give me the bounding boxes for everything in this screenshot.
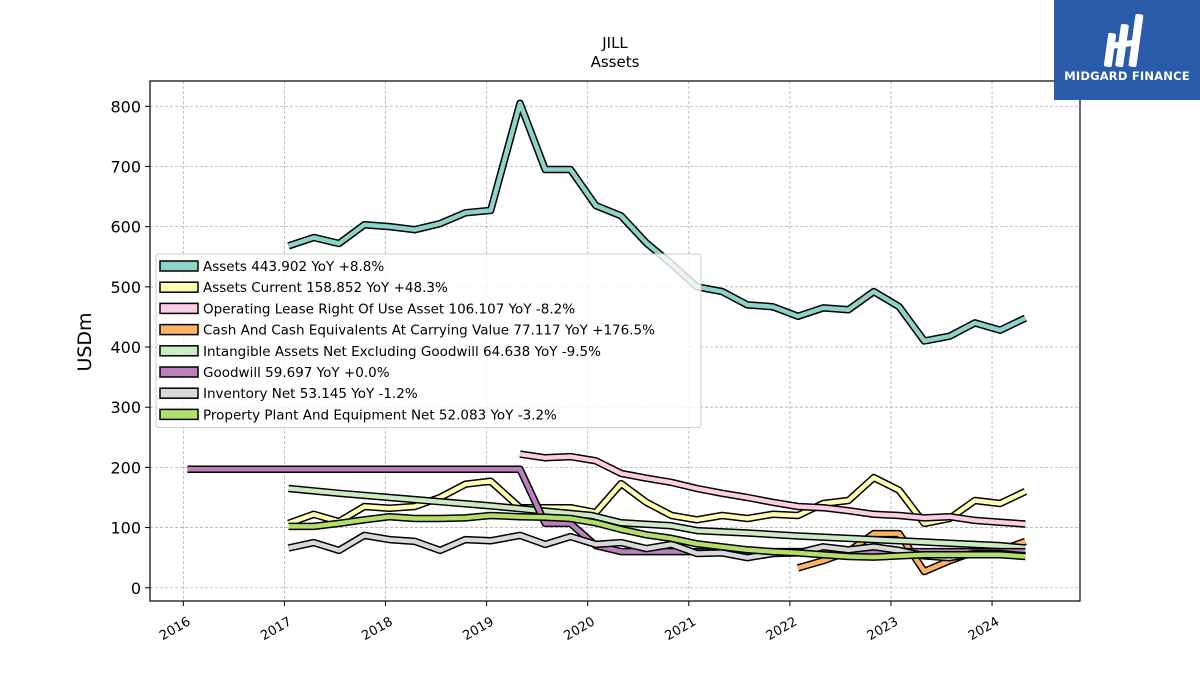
series-line (187, 466, 1026, 554)
series-inventory-net (287, 531, 1026, 562)
legend-swatch (159, 302, 199, 315)
x-tick-label: 2021 (663, 614, 699, 644)
y-axis-label: USDm (74, 312, 96, 371)
legend-swatch (159, 281, 199, 293)
series-line (287, 101, 1027, 344)
legend: Assets 443.902 YoY +8.8% Assets Current 1… (155, 253, 702, 429)
series-line (288, 513, 1026, 560)
series-goodwill (187, 465, 1026, 556)
y-tick-label: 300 (110, 398, 141, 417)
y-tick-label: 200 (110, 458, 141, 477)
series-assets (287, 99, 1028, 345)
legend-swatch (159, 387, 199, 399)
legend-label: Property Plant And Equipment Net 52.083 … (203, 407, 557, 423)
y-tick-label: 0 (131, 579, 141, 598)
legend-swatch (159, 345, 199, 357)
x-tick-label: 2023 (865, 614, 901, 644)
x-axis: 2016 2017 2018 2019 2020 2021 2022 2023 2024 (157, 601, 1002, 644)
y-tick-label: 600 (110, 218, 141, 237)
y-tick-label: 400 (110, 338, 141, 357)
x-tick-label: 2017 (258, 614, 294, 644)
midgard-finance-logo-icon (1104, 13, 1144, 68)
series-property-plant-and-equipment-net (288, 511, 1026, 561)
brand-logo: MIDGARD FINANCE (1054, 0, 1200, 100)
series-assets-current (287, 473, 1028, 528)
y-tick-label: 100 (110, 519, 141, 538)
series-line (519, 451, 1026, 527)
x-tick-label: 2016 (157, 614, 193, 644)
plot-frame (149, 80, 1081, 602)
legend-label: Goodwill 59.697 YoY +0.0% (203, 365, 390, 381)
legend-label: Intangible Assets Net Excluding Goodwill… (203, 344, 601, 360)
x-tick-label: 2024 (966, 614, 1002, 644)
x-tick-label: 2018 (359, 614, 395, 644)
series-layer (187, 99, 1028, 576)
legend-label: Operating Lease Right Of Use Asset 106.1… (203, 301, 575, 317)
series-operating-lease-right-of-use-asset (519, 450, 1026, 528)
brand-logo-text: MIDGARD FINANCE (1064, 69, 1190, 83)
legend-swatch (159, 260, 199, 272)
chart-subtitle: Assets (591, 53, 640, 71)
x-tick-label: 2019 (460, 614, 496, 644)
series-intangible-assets-net-excluding-goodwill (288, 484, 1026, 552)
legend-label: Assets 443.902 YoY +8.8% (203, 259, 384, 275)
series-line (288, 486, 1026, 551)
chart-title: JILL (601, 34, 628, 52)
series-line (287, 475, 1027, 526)
y-tick-label: 500 (110, 278, 141, 297)
legend-swatch (159, 408, 199, 421)
legend-label: Cash And Cash Equivalents At Carrying Va… (203, 323, 655, 339)
y-tick-label: 700 (110, 157, 141, 176)
legend-box (155, 253, 702, 429)
y-tick-label: 800 (110, 97, 141, 116)
legend-label: Assets Current 158.852 YoY +48.3% (203, 280, 448, 296)
series-line (288, 533, 1026, 560)
y-axis: 0 100 200 300 400 500 600 700 800 (110, 97, 150, 598)
x-tick-label: 2020 (562, 614, 598, 644)
x-tick-label: 2022 (764, 614, 800, 644)
legend-swatch (159, 323, 199, 336)
legend-label: Inventory Net 53.145 YoY -1.2% (203, 386, 418, 402)
legend-swatch (159, 366, 199, 378)
